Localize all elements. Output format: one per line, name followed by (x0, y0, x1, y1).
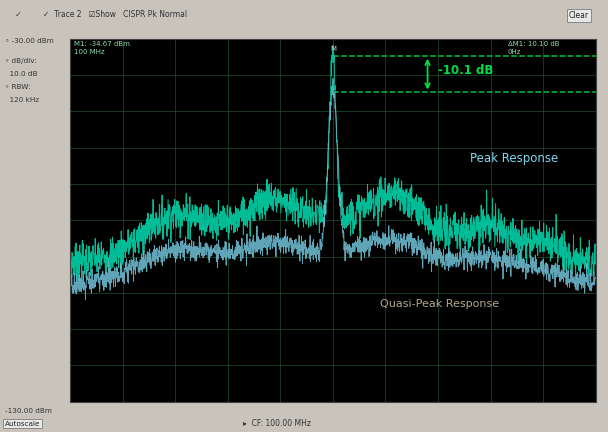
Text: M: M (330, 46, 336, 52)
Text: Quasi-Peak Response: Quasi-Peak Response (380, 299, 499, 309)
Text: ◦ dB/div:: ◦ dB/div: (5, 57, 36, 64)
Text: ΔM1: 10.10 dB
0Hz: ΔM1: 10.10 dB 0Hz (508, 41, 559, 55)
Text: Peak Response: Peak Response (469, 152, 558, 165)
Text: M1: -34.67 dBm
100 MHz: M1: -34.67 dBm 100 MHz (74, 41, 130, 55)
Text: 10.0 dB: 10.0 dB (5, 70, 37, 76)
Text: ✓: ✓ (15, 10, 22, 19)
Text: 120 kHz: 120 kHz (5, 96, 39, 102)
Text: -130.00 dBm: -130.00 dBm (5, 407, 52, 413)
Text: ◦ RBW:: ◦ RBW: (5, 83, 30, 89)
Text: ◦ -30.00 dBm: ◦ -30.00 dBm (5, 38, 54, 44)
Text: Clear: Clear (568, 11, 589, 20)
Text: ✓  Trace 2   ☑Show   CISPR Pk Normal: ✓ Trace 2 ☑Show CISPR Pk Normal (43, 10, 187, 19)
Text: Autoscale: Autoscale (5, 420, 40, 426)
Text: ▸  CF: 100.00 MHz: ▸ CF: 100.00 MHz (243, 419, 311, 428)
Text: -10.1 dB: -10.1 dB (438, 64, 494, 77)
